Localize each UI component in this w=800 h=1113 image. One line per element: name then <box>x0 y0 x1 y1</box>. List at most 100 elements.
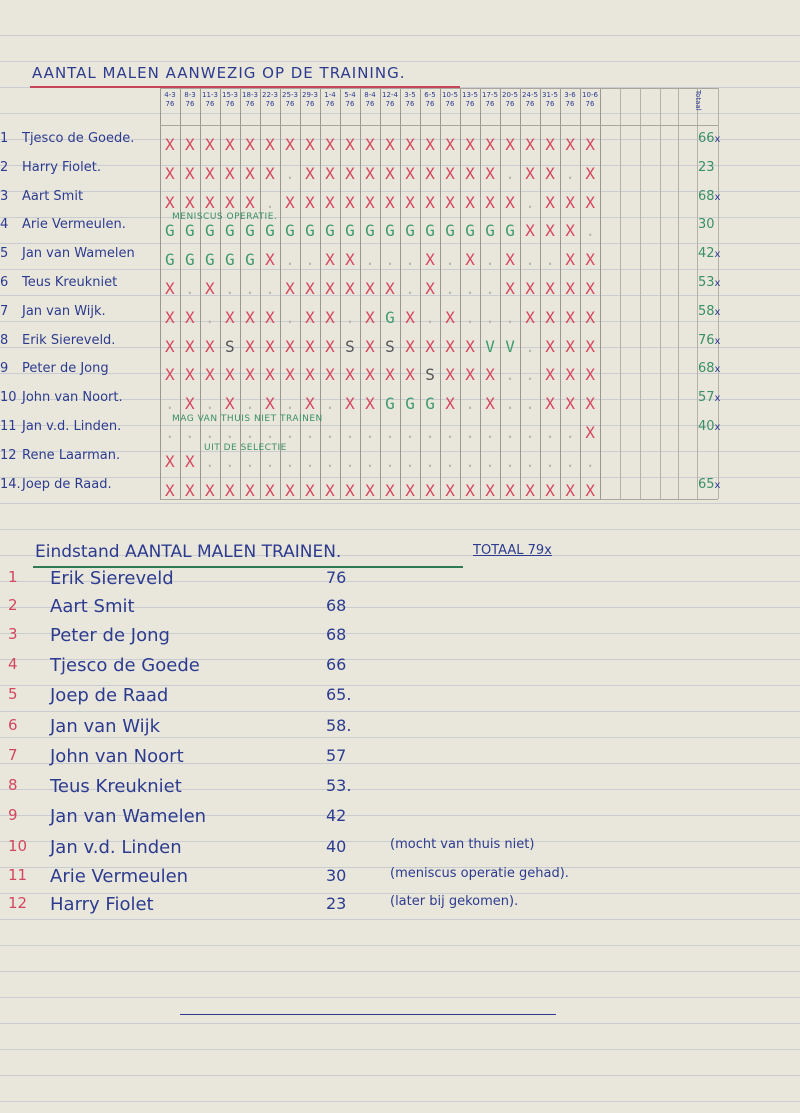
present-mark: X <box>405 480 426 500</box>
empty-mark: . <box>525 192 546 212</box>
empty-mark: . <box>465 394 486 414</box>
empty-mark: . <box>265 423 286 442</box>
present-mark: X <box>165 163 186 183</box>
player-name: Jan van Wamelen <box>22 246 135 262</box>
rank: 12 <box>8 894 28 912</box>
present-mark: X <box>265 307 286 327</box>
empty-mark: . <box>465 307 486 327</box>
present-mark: X <box>305 192 326 212</box>
present-mark: X <box>225 135 246 154</box>
present-mark: X <box>185 480 206 500</box>
present-mark: X <box>525 279 546 298</box>
player-number: 2 <box>0 159 9 175</box>
grid-column-line <box>560 88 561 500</box>
empty-mark: . <box>325 451 346 471</box>
present-mark: X <box>285 365 306 385</box>
player-total: 68x <box>698 189 720 204</box>
empty-mark: . <box>345 307 366 327</box>
present-mark: X <box>205 163 226 183</box>
rank: 11 <box>8 866 28 884</box>
empty-mark: . <box>405 451 426 471</box>
attendance-marks-row: XXXXXXXXXXXXXXXXXXXXXX <box>160 137 605 153</box>
present-mark: X <box>545 336 566 356</box>
player-name: Aart Smit <box>50 596 135 617</box>
present-mark: X <box>585 336 606 356</box>
present-mark: X <box>585 394 606 414</box>
present-mark: X <box>205 480 226 500</box>
present-mark: X <box>305 163 326 183</box>
empty-mark: . <box>305 451 326 471</box>
player-name: Teus Kreukniet <box>50 776 182 797</box>
date-header: 20-5 76 <box>502 91 518 108</box>
present-mark: X <box>325 307 346 327</box>
row-annotation: UIT DE SELECTIE <box>204 442 287 453</box>
mark-s: S <box>425 365 446 385</box>
attendance-marks-row: GGGGGX..XX...X.X.X..XX <box>160 252 605 268</box>
empty-mark: . <box>285 394 306 414</box>
date-header: 3-6 76 <box>564 91 576 108</box>
total-suffix: x <box>714 134 721 145</box>
empty-mark: . <box>525 250 546 270</box>
date-header: 10-6 76 <box>582 91 598 108</box>
total-suffix: x <box>714 278 721 289</box>
present-mark: X <box>345 394 366 414</box>
present-mark: X <box>585 307 606 327</box>
player-name: Tjesco de Goede <box>50 655 200 676</box>
present-mark: X <box>245 192 266 212</box>
standings-underline <box>33 566 463 568</box>
present-mark: X <box>505 192 526 212</box>
date-header: 3-5 76 <box>404 91 416 108</box>
standings-row: 3 Peter de Jong 68 <box>0 625 800 653</box>
empty-mark: . <box>385 250 406 270</box>
rank: 10 <box>8 837 28 855</box>
standings-row: 10 Jan v.d. Linden 40 (mocht van thuis niet… <box>0 837 800 865</box>
date-header: 12-4 76 <box>382 91 398 108</box>
total-suffix: x <box>714 479 721 491</box>
present-mark: X <box>565 221 586 241</box>
grid-column-line <box>697 88 698 500</box>
grid-column-line <box>280 88 281 500</box>
date-header: 8-4 76 <box>364 91 376 108</box>
grid-column-line <box>180 88 181 500</box>
injured-mark: G <box>365 221 386 241</box>
date-header: 11-3 76 <box>202 91 218 108</box>
attendance-title: AANTAL MALEN AANWEZIG OP DE TRAINING. <box>32 64 406 82</box>
present-mark: X <box>305 135 326 154</box>
empty-mark: . <box>165 423 186 442</box>
present-mark: X <box>185 192 206 212</box>
present-mark: X <box>245 365 266 385</box>
attendance-marks-row: XX.................... <box>160 451 605 471</box>
empty-mark: . <box>425 307 446 327</box>
grid-column-line <box>420 88 421 500</box>
injured-mark: G <box>225 250 246 270</box>
present-mark: X <box>565 480 586 500</box>
injured-mark: G <box>245 221 266 241</box>
empty-mark: . <box>385 423 406 442</box>
grid-column-line <box>260 88 261 500</box>
present-mark: X <box>185 365 206 385</box>
total-column-header: Totaal <box>694 90 702 111</box>
grid-column-line <box>400 88 401 500</box>
total-value: 40 <box>698 419 715 434</box>
player-number: 11 <box>0 419 17 434</box>
present-mark: X <box>565 135 586 154</box>
empty-mark: . <box>425 451 446 471</box>
empty-mark: . <box>225 423 246 442</box>
empty-mark: . <box>485 307 506 327</box>
mark-s: S <box>225 336 246 356</box>
present-mark: X <box>565 192 586 212</box>
grid-column-line <box>320 88 321 500</box>
attendance-marks-row: XXXSXXXXXSXSXXXXVV.XXX <box>160 336 606 356</box>
present-mark: X <box>285 135 306 154</box>
empty-mark: . <box>285 250 306 270</box>
player-row-label: 8 Erik Siereveld. <box>0 333 115 348</box>
present-mark: X <box>365 394 386 414</box>
attendance-marks-row: XXXXXX.XXXXXXXXXX.XX.X <box>160 163 605 183</box>
present-mark: X <box>565 307 586 327</box>
total-value: 76 <box>698 332 715 348</box>
player-number: 8 <box>0 332 9 348</box>
training-count: 40 <box>326 837 347 856</box>
date-header: 25-3 76 <box>282 91 298 108</box>
present-mark: X <box>325 250 346 270</box>
empty-mark: . <box>405 423 426 442</box>
